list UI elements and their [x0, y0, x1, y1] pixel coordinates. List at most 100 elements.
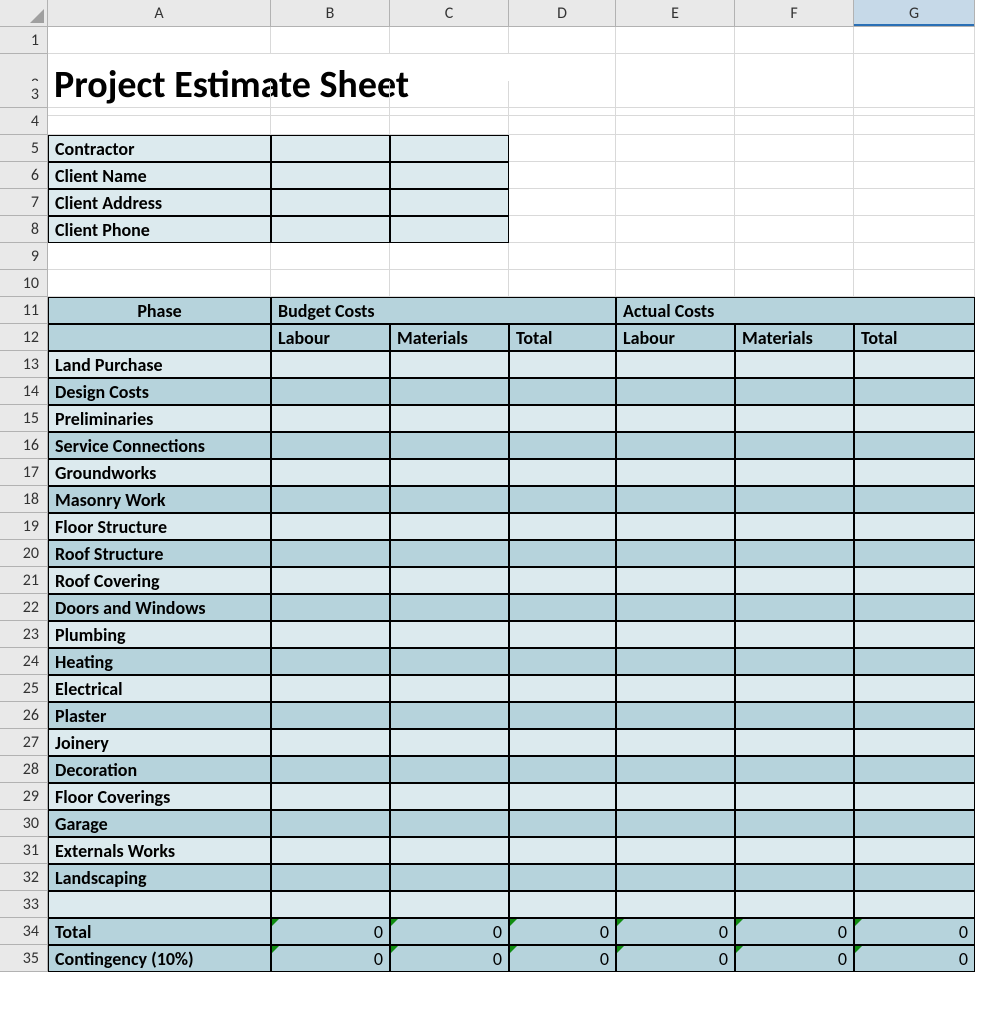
data-cell[interactable]: [271, 648, 390, 675]
data-cell[interactable]: [509, 378, 616, 405]
contingency-value[interactable]: 0: [271, 945, 390, 972]
data-cell[interactable]: [271, 810, 390, 837]
row-header-5[interactable]: 5: [0, 135, 48, 162]
data-cell[interactable]: [390, 648, 509, 675]
data-cell[interactable]: [616, 756, 735, 783]
column-header-G[interactable]: G: [854, 0, 975, 27]
data-cell[interactable]: [735, 540, 854, 567]
data-cell[interactable]: [854, 864, 975, 891]
data-cell[interactable]: [509, 702, 616, 729]
row-header-19[interactable]: 19: [0, 513, 48, 540]
column-header-C[interactable]: C: [390, 0, 509, 27]
info-value[interactable]: [271, 135, 390, 162]
cell-empty[interactable]: [854, 162, 975, 189]
data-cell[interactable]: [616, 351, 735, 378]
data-cell[interactable]: [735, 864, 854, 891]
cell-empty[interactable]: [735, 27, 854, 54]
data-cell[interactable]: [735, 675, 854, 702]
data-cell[interactable]: [735, 351, 854, 378]
cell-empty[interactable]: [509, 189, 616, 216]
row-header-24[interactable]: 24: [0, 648, 48, 675]
data-cell[interactable]: [271, 864, 390, 891]
row-header-26[interactable]: 26: [0, 702, 48, 729]
data-cell[interactable]: [390, 756, 509, 783]
row-header-16[interactable]: 16: [0, 432, 48, 459]
cell-empty[interactable]: [854, 108, 975, 135]
contingency-value[interactable]: 0: [854, 945, 975, 972]
data-cell[interactable]: [854, 783, 975, 810]
cell-empty[interactable]: [48, 243, 271, 270]
info-value[interactable]: [271, 216, 390, 243]
data-cell[interactable]: [735, 621, 854, 648]
data-cell[interactable]: [390, 864, 509, 891]
total-value[interactable]: 0: [854, 918, 975, 945]
cell-empty[interactable]: [616, 135, 735, 162]
data-cell[interactable]: [509, 621, 616, 648]
column-header-F[interactable]: F: [735, 0, 854, 27]
row-header-22[interactable]: 22: [0, 594, 48, 621]
row-header-27[interactable]: 27: [0, 729, 48, 756]
row-header-35[interactable]: 35: [0, 945, 48, 972]
data-cell[interactable]: [854, 675, 975, 702]
data-cell[interactable]: [854, 513, 975, 540]
info-value[interactable]: [390, 162, 509, 189]
data-cell[interactable]: [509, 594, 616, 621]
data-cell[interactable]: [390, 729, 509, 756]
data-cell[interactable]: [616, 810, 735, 837]
data-cell[interactable]: [854, 351, 975, 378]
data-cell[interactable]: [854, 459, 975, 486]
contingency-value[interactable]: 0: [616, 945, 735, 972]
data-cell[interactable]: [854, 648, 975, 675]
data-cell[interactable]: [735, 810, 854, 837]
data-cell[interactable]: [735, 405, 854, 432]
cell-empty[interactable]: [509, 27, 616, 54]
select-all-corner[interactable]: [0, 0, 48, 27]
info-value[interactable]: [271, 189, 390, 216]
data-cell[interactable]: [735, 702, 854, 729]
row-header-30[interactable]: 30: [0, 810, 48, 837]
data-cell[interactable]: [390, 675, 509, 702]
data-cell[interactable]: [616, 513, 735, 540]
data-cell[interactable]: [616, 540, 735, 567]
cell-empty[interactable]: [854, 243, 975, 270]
data-cell[interactable]: [390, 702, 509, 729]
data-cell[interactable]: [509, 810, 616, 837]
cell-empty[interactable]: [735, 189, 854, 216]
cell-empty[interactable]: [509, 108, 616, 135]
cell-empty[interactable]: [735, 81, 854, 108]
cell-empty[interactable]: [48, 27, 271, 54]
data-cell[interactable]: [616, 378, 735, 405]
row-header-13[interactable]: 13: [0, 351, 48, 378]
data-cell[interactable]: [854, 729, 975, 756]
data-cell[interactable]: [854, 378, 975, 405]
cell-empty[interactable]: [390, 27, 509, 54]
cell-empty[interactable]: [271, 108, 390, 135]
data-cell[interactable]: [390, 594, 509, 621]
data-cell[interactable]: [271, 675, 390, 702]
data-cell[interactable]: [735, 378, 854, 405]
data-cell[interactable]: [509, 837, 616, 864]
row-header-25[interactable]: 25: [0, 675, 48, 702]
cell-empty[interactable]: [854, 216, 975, 243]
cell-empty[interactable]: [509, 216, 616, 243]
cell-empty[interactable]: [271, 81, 390, 108]
cell-empty[interactable]: [616, 162, 735, 189]
total-value[interactable]: 0: [271, 918, 390, 945]
data-cell[interactable]: [854, 405, 975, 432]
data-cell[interactable]: [854, 756, 975, 783]
cell-empty[interactable]: [48, 270, 271, 297]
data-cell[interactable]: [390, 540, 509, 567]
data-cell[interactable]: [390, 405, 509, 432]
spreadsheet-grid[interactable]: ABCDEFG12Project Estimate Sheet345Contra…: [0, 0, 986, 972]
data-cell[interactable]: [854, 486, 975, 513]
data-cell[interactable]: [271, 756, 390, 783]
cell-empty[interactable]: [616, 108, 735, 135]
data-cell[interactable]: [271, 729, 390, 756]
data-cell[interactable]: [735, 648, 854, 675]
data-cell[interactable]: [735, 567, 854, 594]
data-cell[interactable]: [616, 702, 735, 729]
data-cell[interactable]: [390, 459, 509, 486]
cell-empty[interactable]: [854, 135, 975, 162]
data-cell[interactable]: [509, 891, 616, 918]
data-cell[interactable]: [390, 351, 509, 378]
